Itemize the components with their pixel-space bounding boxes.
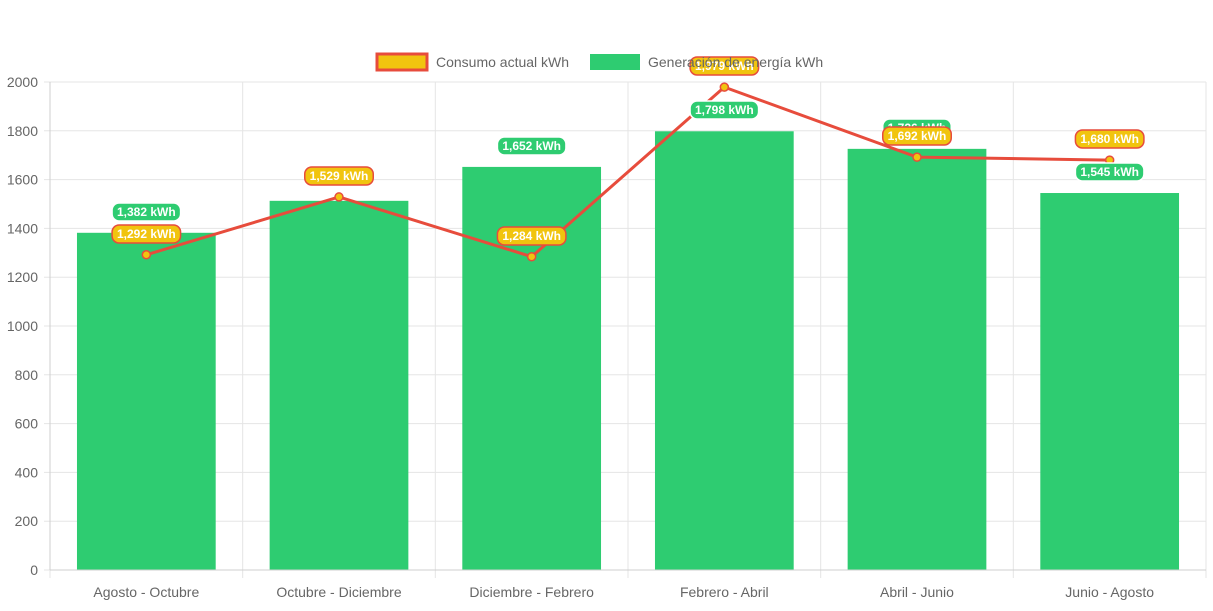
- x-tick-label: Junio - Agosto: [1065, 584, 1154, 600]
- y-tick-label: 400: [15, 464, 39, 480]
- line-data-label-bg: [882, 126, 952, 146]
- line-data-label-text: 1,692 kWh: [888, 129, 947, 143]
- line-data-label: 1,680 kWh: [1074, 129, 1145, 149]
- y-tick-label: 1000: [7, 318, 38, 334]
- bar-generacion[interactable]: [847, 148, 987, 570]
- legend-item-consumo[interactable]: Consumo actual kWh: [375, 52, 569, 72]
- line-data-label-bg: [689, 56, 760, 76]
- x-tick-label: Febrero - Abril: [680, 584, 769, 600]
- legend-swatch-generacion: [590, 54, 640, 70]
- line-data-label: 1,692 kWh: [882, 126, 952, 146]
- legend-label-generacion: Generación de energía kWh: [648, 54, 823, 70]
- bar-data-label-text: 1,545 kWh: [1080, 165, 1139, 179]
- y-tick-label: 0: [30, 562, 38, 578]
- y-tick-label: 1400: [7, 220, 38, 236]
- bar-data-label-bg: [496, 136, 567, 156]
- bar-generacion[interactable]: [654, 131, 794, 570]
- bar-data-label-text: 1,652 kWh: [502, 139, 561, 153]
- line-data-label-text: 1,680 kWh: [1080, 132, 1139, 146]
- legend-swatch-consumo: [375, 52, 429, 72]
- y-tick-label: 1200: [7, 269, 38, 285]
- grid: [44, 81, 1207, 578]
- line-point-consumo[interactable]: [526, 251, 537, 262]
- bar-data-label: 1,798 kWh: [689, 100, 760, 120]
- bar-generacion[interactable]: [269, 200, 409, 570]
- line-data-label: 1,529 kWh: [304, 166, 374, 186]
- bar-data-label-bg: [689, 100, 760, 120]
- line-data-label-bg: [1074, 129, 1145, 149]
- line-series: [141, 82, 1115, 262]
- legend-label-consumo: Consumo actual kWh: [436, 54, 569, 70]
- line-data-label-text: 1,979 kWh: [695, 59, 754, 73]
- bar-generacion[interactable]: [76, 232, 216, 571]
- x-tick-label: Diciembre - Febrero: [469, 584, 594, 600]
- legend: Consumo actual kWh Generación de energía…: [375, 52, 823, 72]
- x-tick-label: Agosto - Octubre: [93, 584, 199, 600]
- bar-generacion[interactable]: [1040, 193, 1180, 570]
- line-data-label: 1,292 kWh: [111, 224, 182, 244]
- line-data-label-bg: [304, 166, 374, 186]
- line-data-label-text: 1,529 kWh: [310, 169, 369, 183]
- line-data-label-bg: [111, 224, 182, 244]
- line-data-label-bg: [496, 226, 567, 246]
- line-data-labels: 1,292 kWh 1,529 kWh 1,284 kWh 1,979 kWh 1,69…: [111, 56, 1145, 246]
- bar-data-label: 1,652 kWh: [496, 136, 567, 156]
- line-point-consumo[interactable]: [912, 152, 922, 162]
- line-data-label: 1,979 kWh: [689, 56, 760, 76]
- y-tick-label: 1600: [7, 172, 38, 188]
- line-data-label: 1,284 kWh: [496, 226, 567, 246]
- y-tick-label: 600: [15, 416, 39, 432]
- y-tick-label: 2000: [7, 74, 38, 90]
- axes: 0 200 400 600 800 1000 1200 1400 1600 1800 2000 Ago…: [7, 74, 1206, 600]
- y-tick-label: 800: [15, 367, 39, 383]
- bar-data-label-bg: [111, 202, 182, 222]
- y-tick-label: 200: [15, 513, 39, 529]
- bar-data-label-text: 1,382 kWh: [117, 205, 176, 219]
- x-tick-label: Octubre - Diciembre: [276, 584, 401, 600]
- line-point-consumo[interactable]: [141, 250, 152, 260]
- y-tick-label: 1800: [7, 123, 38, 139]
- legend-item-generacion[interactable]: Generación de energía kWh: [590, 54, 823, 70]
- bar-data-label: 1,382 kWh: [111, 202, 182, 222]
- line-point-consumo[interactable]: [719, 82, 730, 92]
- bar-data-label-text: 1,798 kWh: [695, 103, 754, 117]
- bar-data-label-bg: [1074, 162, 1145, 182]
- bar-series: [76, 131, 1180, 571]
- line-data-label-text: 1,292 kWh: [117, 227, 176, 241]
- line-data-label-text: 1,284 kWh: [502, 229, 561, 243]
- bar-data-label: 1,545 kWh: [1074, 162, 1145, 182]
- line-consumo: [145, 85, 1110, 259]
- x-tick-label: Abril - Junio: [880, 584, 954, 600]
- line-point-consumo[interactable]: [334, 192, 344, 202]
